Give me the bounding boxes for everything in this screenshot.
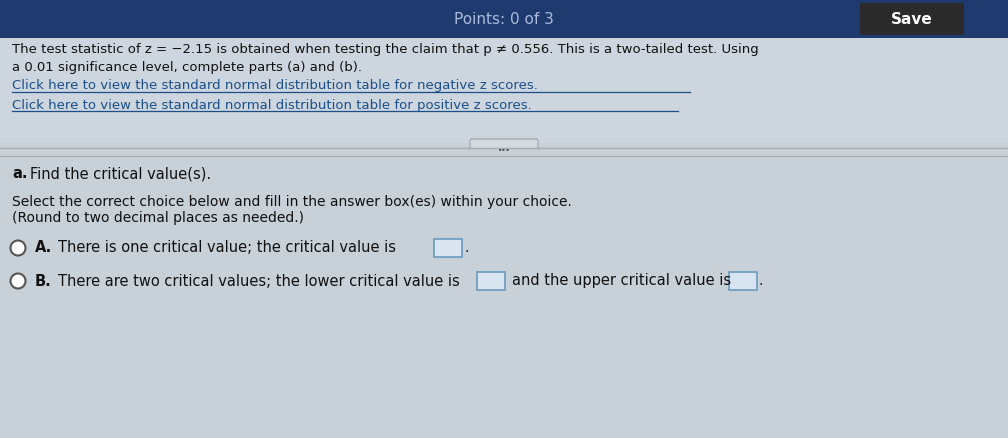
FancyBboxPatch shape — [0, 0, 1008, 38]
Text: Select the correct choice below and fill in the answer box(es) within your choic: Select the correct choice below and fill… — [12, 195, 572, 209]
FancyBboxPatch shape — [434, 239, 462, 257]
Circle shape — [10, 273, 25, 289]
Text: Save: Save — [891, 11, 932, 27]
Text: There are two critical values; the lower critical value is: There are two critical values; the lower… — [58, 273, 460, 289]
Text: A.: A. — [35, 240, 52, 255]
Text: Click here to view the standard normal distribution table for positive z scores.: Click here to view the standard normal d… — [12, 99, 532, 112]
Text: Click here to view the standard normal distribution table for negative z scores.: Click here to view the standard normal d… — [12, 80, 538, 92]
FancyBboxPatch shape — [477, 272, 505, 290]
Text: and the upper critical value is: and the upper critical value is — [512, 273, 731, 289]
Text: Find the critical value(s).: Find the critical value(s). — [30, 166, 211, 181]
FancyBboxPatch shape — [0, 38, 1008, 143]
FancyBboxPatch shape — [729, 272, 757, 290]
Text: Points: 0 of 3: Points: 0 of 3 — [454, 11, 554, 27]
FancyBboxPatch shape — [0, 148, 1008, 438]
Text: There is one critical value; the critical value is: There is one critical value; the critica… — [58, 240, 396, 255]
Text: ...: ... — [498, 143, 510, 153]
Circle shape — [10, 240, 25, 255]
Text: (Round to two decimal places as needed.): (Round to two decimal places as needed.) — [12, 211, 304, 225]
Text: The test statistic of z = −2.15 is obtained when testing the claim that p ≠ 0.55: The test statistic of z = −2.15 is obtai… — [12, 43, 759, 57]
Text: a.: a. — [12, 166, 27, 181]
Text: .: . — [759, 274, 763, 288]
Text: a 0.01 significance level, complete parts (a) and (b).: a 0.01 significance level, complete part… — [12, 60, 362, 74]
Text: .: . — [465, 241, 470, 255]
FancyBboxPatch shape — [470, 139, 538, 157]
Text: B.: B. — [35, 273, 51, 289]
FancyBboxPatch shape — [860, 3, 964, 35]
